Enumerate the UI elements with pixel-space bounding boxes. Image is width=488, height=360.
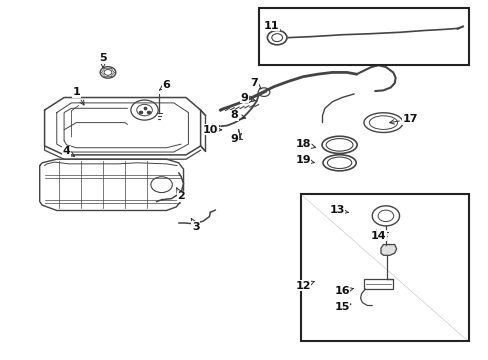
Text: 18: 18 bbox=[295, 139, 315, 149]
Text: 10: 10 bbox=[202, 125, 221, 135]
Text: 13: 13 bbox=[329, 206, 347, 216]
Text: 2: 2 bbox=[176, 188, 184, 201]
Bar bbox=[300, 194, 468, 341]
Polygon shape bbox=[380, 244, 396, 255]
Text: 1: 1 bbox=[72, 87, 84, 105]
Text: 3: 3 bbox=[191, 219, 199, 231]
Text: 9: 9 bbox=[230, 134, 241, 144]
Text: 12: 12 bbox=[295, 281, 314, 291]
Text: 9: 9 bbox=[240, 93, 255, 103]
Text: 4: 4 bbox=[62, 146, 74, 156]
Text: 11: 11 bbox=[263, 21, 280, 31]
Text: 19: 19 bbox=[295, 155, 314, 165]
Text: 5: 5 bbox=[99, 53, 107, 68]
Text: 6: 6 bbox=[159, 80, 170, 90]
Text: 7: 7 bbox=[250, 78, 261, 89]
Text: 17: 17 bbox=[389, 114, 417, 124]
Text: 16: 16 bbox=[333, 286, 353, 296]
Bar bbox=[259, 8, 468, 65]
Text: 14: 14 bbox=[370, 230, 386, 240]
Text: 8: 8 bbox=[230, 111, 245, 121]
Text: 15: 15 bbox=[334, 302, 350, 312]
Bar bbox=[363, 279, 392, 289]
